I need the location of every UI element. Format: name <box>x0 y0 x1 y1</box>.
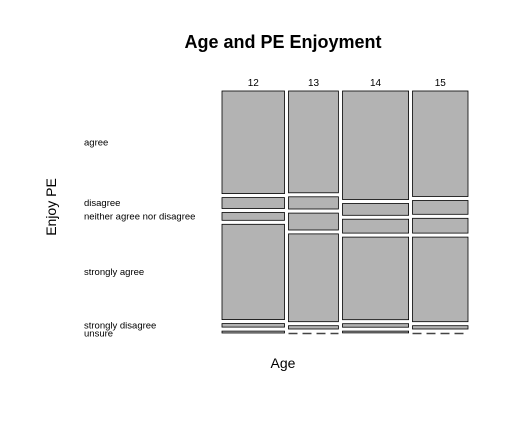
x-tick-label-13: 13 <box>308 78 320 89</box>
y-tick-label-disagree: disagree <box>84 198 120 209</box>
tile-15-strongly-disagree <box>412 325 469 330</box>
x-tick-label-15: 15 <box>435 78 447 89</box>
tile-14-neither-agree-nor-disagree <box>342 218 409 234</box>
tile-13-agree <box>288 90 339 194</box>
tile-15-neither-agree-nor-disagree <box>412 217 469 234</box>
tile-12-strongly-agree <box>221 223 285 321</box>
tile-15-strongly-agree <box>412 236 469 323</box>
y-tick-label-strongly-agree: strongly agree <box>84 267 144 278</box>
x-tick-labels: 12 13 14 15 <box>248 78 447 89</box>
tile-12-strongly-disagree <box>221 323 285 328</box>
y-tick-label-agree: agree <box>84 137 108 148</box>
y-tick-label-neither-agree-nor-disagree: neither agree nor disagree <box>84 211 195 222</box>
y-tick-label-unsure: unsure <box>84 328 113 339</box>
tile-14-disagree <box>342 203 409 216</box>
x-tick-label-14: 14 <box>370 78 382 89</box>
tile-14-agree <box>342 90 409 200</box>
tile-14-strongly-disagree <box>342 323 409 328</box>
tile-13-strongly-agree <box>288 233 339 323</box>
tile-14-unsure <box>342 330 409 334</box>
tile-13-strongly-disagree <box>288 325 339 330</box>
tile-12-unsure <box>221 330 285 334</box>
y-tick-label-strongly-disagree: strongly disagree <box>84 320 156 331</box>
tile-13-disagree <box>288 196 339 210</box>
tile-13-neither-agree-nor-disagree <box>288 212 339 231</box>
tile-12-disagree <box>221 197 285 209</box>
chart-title: Age and PE Enjoyment <box>184 32 381 52</box>
tile-12-neither-agree-nor-disagree <box>221 212 285 221</box>
y-tick-labels: agree disagree neither agree nor disagree s… <box>84 137 195 339</box>
tile-15-agree <box>412 90 469 197</box>
tile-15-disagree <box>412 200 469 215</box>
y-axis-label: Enjoy PE <box>43 178 59 236</box>
x-tick-label-12: 12 <box>248 78 260 89</box>
tile-12-agree <box>221 90 285 194</box>
x-axis-label: Age <box>271 355 296 371</box>
tile-14-strongly-agree <box>342 236 409 321</box>
mosaic-tiles <box>221 90 469 335</box>
